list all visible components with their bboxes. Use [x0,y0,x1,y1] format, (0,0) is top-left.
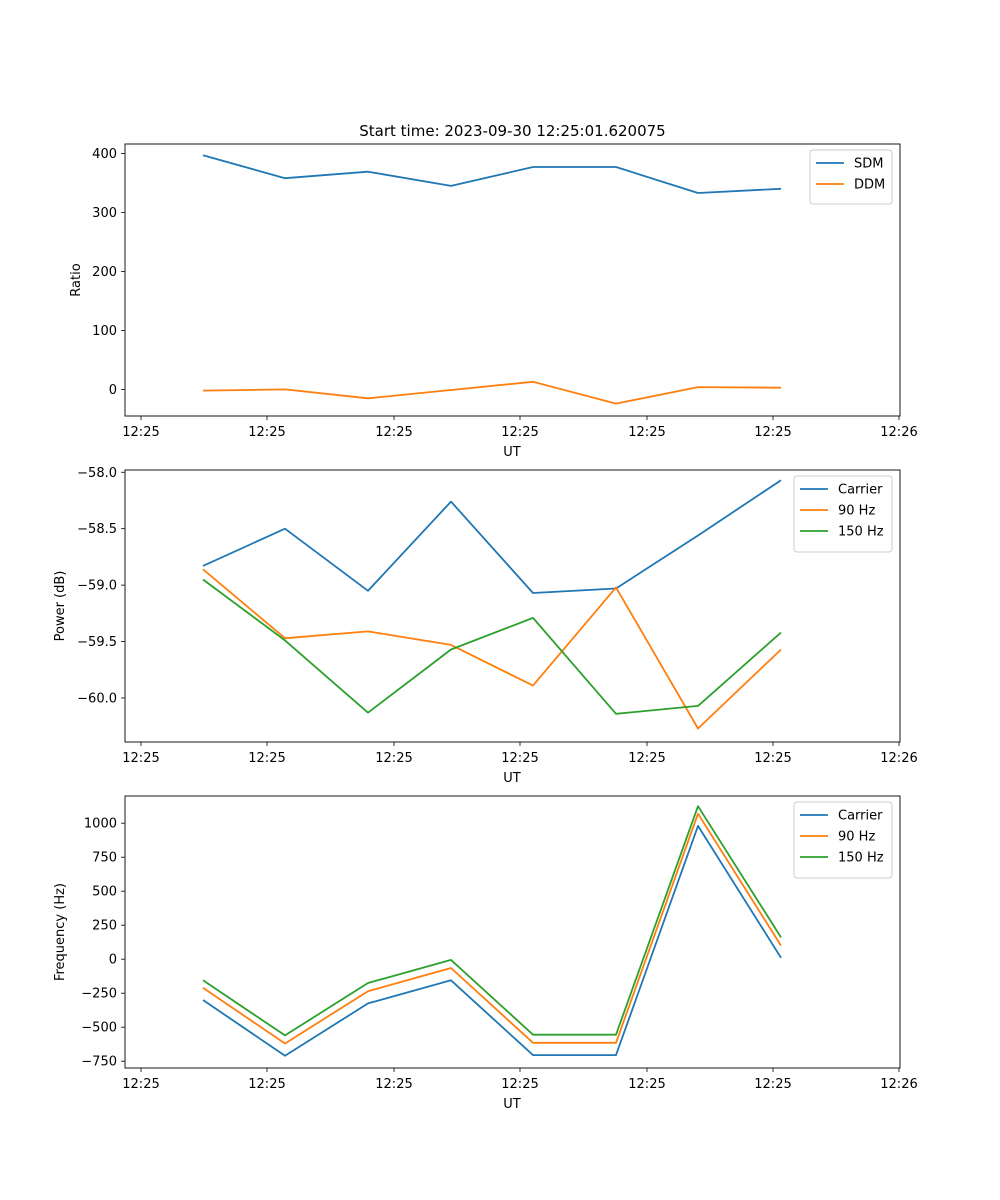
legend-label: 90 Hz [838,830,875,845]
legend-label: DDM [854,178,885,193]
axes-frame [124,469,901,743]
x-tick-label: 12:25 [501,425,538,440]
x-tick-label: 12:25 [122,425,159,440]
x-tick-label: 12:25 [248,1077,285,1092]
legend: SDM DDM [809,149,893,205]
series-line-carrier [202,479,782,594]
series-line-ddm [202,380,782,405]
y-tick-label: −58.0 [77,466,117,481]
x-tick-label: 12:25 [501,1077,538,1092]
x-tick-label: 12:25 [628,751,665,766]
legend-label: 90 Hz [838,504,875,519]
x-tick-label: 12:26 [880,751,917,766]
x-tick-label: 12:26 [880,425,917,440]
series-line-carrier [202,825,782,1057]
x-tick-label: 12:25 [375,1077,412,1092]
y-axis-label: Frequency (Hz) [53,883,68,981]
legend-label: Carrier [838,809,883,824]
x-axis-label: UT [503,1097,521,1112]
y-tick-label: 100 [92,324,117,339]
x-tick-label: 12:25 [754,751,791,766]
y-tick-label: 0 [109,953,117,968]
y-tick-label: 200 [92,265,117,280]
x-tick-label: 12:26 [880,1077,917,1092]
axes-frame [124,795,901,1069]
x-tick-label: 12:25 [375,751,412,766]
legend: Carrier 90 Hz 150 Hz [793,475,893,553]
y-tick-label: 300 [92,206,117,221]
y-axis-label: Power (dB) [53,571,68,642]
y-tick-label: −250 [81,987,117,1002]
x-tick-label: 12:25 [122,1077,159,1092]
chart-title: Start time: 2023-09-30 12:25:01.620075 [359,122,665,140]
x-tick-label: 12:25 [628,1077,665,1092]
x-tick-label: 12:25 [122,751,159,766]
axes-frame [124,143,901,417]
series-line-150-hz [202,578,782,715]
y-tick-label: 400 [92,147,117,162]
y-axis-label: Ratio [69,263,84,296]
legend-box [793,801,893,879]
series-line-sdm [202,154,782,194]
panel-2: 12:25 12:25 12:25 12:25 12:25 12:25 12:26 UT −58… [53,466,918,786]
x-axis-label: UT [503,445,521,460]
legend-label: 150 Hz [838,525,884,540]
y-tick-label: −60.0 [77,691,117,706]
x-tick-label: 12:25 [754,425,791,440]
y-tick-label: −500 [81,1021,117,1036]
x-tick-label: 12:25 [375,425,412,440]
y-tick-label: −58.5 [77,522,117,537]
y-tick-label: 0 [109,383,117,398]
x-tick-label: 12:25 [628,425,665,440]
panel-1: 12:25 12:25 12:25 12:25 12:25 12:25 12:26 UT 0 10… [69,143,918,460]
y-tick-label: −59.5 [77,635,117,650]
x-tick-label: 12:25 [754,1077,791,1092]
series-line-150-hz [202,805,782,1037]
y-tick-label: −750 [81,1055,117,1070]
x-axis-label: UT [503,771,521,786]
panel-3: 12:25 12:25 12:25 12:25 12:25 12:25 12:26 UT 100… [53,795,918,1112]
y-tick-label: 1000 [84,817,117,832]
y-tick-label: −59.0 [77,579,117,594]
series-line-90-hz [202,812,782,1045]
legend-box [793,475,893,553]
y-tick-label: 500 [92,885,117,900]
legend: Carrier 90 Hz 150 Hz [793,801,893,879]
x-tick-label: 12:25 [501,751,538,766]
y-tick-label: 750 [92,851,117,866]
x-tick-label: 12:25 [248,751,285,766]
x-tick-label: 12:25 [248,425,285,440]
legend-label: SDM [854,157,883,172]
legend-label: Carrier [838,483,883,498]
series-line-90-hz [202,568,782,730]
y-tick-label: 250 [92,919,117,934]
legend-label: 150 Hz [838,851,884,866]
